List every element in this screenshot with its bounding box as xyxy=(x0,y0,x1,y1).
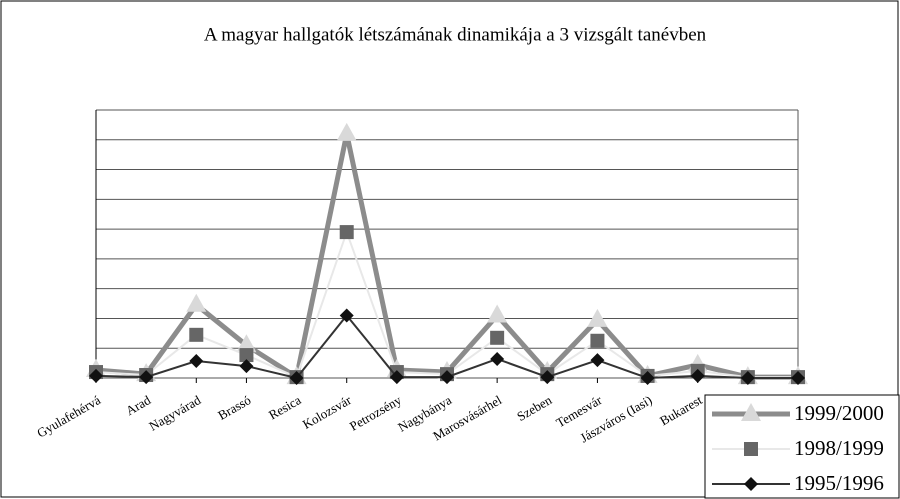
marker-diamond xyxy=(239,359,254,374)
marker-triangle xyxy=(587,308,608,327)
marker-diamond xyxy=(791,371,805,385)
marker-triangle xyxy=(741,403,761,421)
marker-triangle xyxy=(487,304,508,323)
marker-diamond xyxy=(690,368,705,383)
marker-square xyxy=(189,327,204,342)
marker-diamond xyxy=(590,353,605,368)
marker-triangle xyxy=(236,334,257,353)
marker-diamond xyxy=(440,370,454,385)
plot-area xyxy=(95,109,799,383)
marker-square xyxy=(339,225,354,240)
marker-diamond xyxy=(389,370,404,385)
marker-diamond xyxy=(740,371,755,385)
series xyxy=(89,308,805,385)
marker-square xyxy=(239,348,254,363)
marker-diamond xyxy=(139,370,154,385)
marker-diamond xyxy=(640,371,655,385)
legend: 1999/2000 1998/1999 1995/1996 xyxy=(712,401,884,495)
marker-square xyxy=(590,333,605,348)
marker-diamond xyxy=(540,370,555,385)
marker-square xyxy=(490,330,505,345)
legend-label: 1999/2000 xyxy=(794,401,884,425)
marker-triangle xyxy=(336,122,357,141)
legend-label: 1998/1999 xyxy=(794,436,884,460)
legend-label: 1995/1996 xyxy=(794,471,884,495)
chart-title: A magyar hallgatók létszámának dinamikáj… xyxy=(204,24,707,45)
marker-diamond xyxy=(89,368,103,383)
marker-square xyxy=(744,442,758,456)
marker-diamond xyxy=(490,351,505,366)
marker-triangle xyxy=(186,293,207,312)
marker-diamond xyxy=(744,477,758,491)
marker-diamond xyxy=(289,371,304,385)
marker-diamond xyxy=(189,354,204,369)
marker-diamond xyxy=(339,308,354,323)
